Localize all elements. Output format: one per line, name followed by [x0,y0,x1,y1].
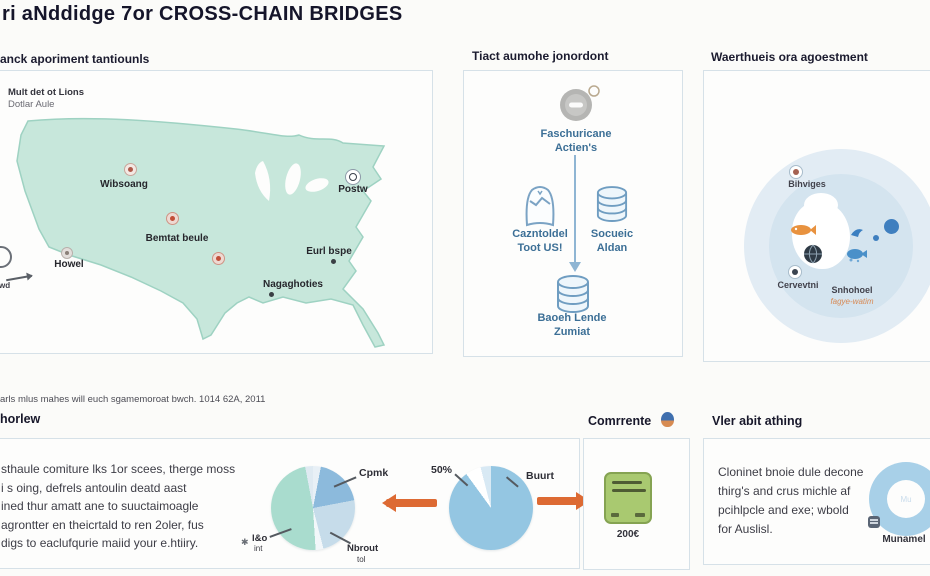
blue-bird-icon [851,229,863,237]
rings-section-header: Waerthueis ora agoestment [711,50,868,64]
map-marker-icon [166,212,179,225]
orange-fish-icon [791,225,816,235]
ring-right-label: Snhohoel [831,285,873,295]
map-section-header: anck aporiment tantiounls [0,52,150,66]
pie2-top-label: Buurt [526,470,554,482]
banknote-icon [604,472,652,524]
map-marker-label: Wibsoang [100,179,148,190]
map-marker-label: Bemtat beule [145,233,209,244]
munamel-icon [868,516,880,528]
map-marker-label: Nagaghoties [262,279,323,290]
pie-chart-1 [271,466,355,550]
pie1-bottom-label: Nbrout [347,543,379,554]
overview-paragraph: sthaule comiture lks 1or scees, therge m… [1,460,235,553]
custody-shield-icon [525,186,555,227]
map-marker-label: Howel [54,259,84,270]
map-marker-label: Eurl bspe [306,246,352,257]
paragraph-line: for Auslisl. [718,522,773,536]
map-marker-icon [61,247,73,259]
flow-right-label-2: Aldan [596,242,628,254]
paragraph-line: thirg's and crus michle af [718,484,851,498]
paragraph-line: Cloninet bnoie dule decone [718,465,864,479]
map-marker-icon [212,252,225,265]
map-marker-icon [331,259,336,264]
map-marker-icon [124,163,137,176]
map-note-line2: Dotlar Aule [8,99,55,110]
map-marker-icon [269,292,274,297]
map-note: Mult det ot Lions Dotlar Aule [8,87,84,111]
donut-center-text: Mu [887,480,925,518]
flow-connector-line [574,155,576,263]
blue-fish-icon [847,249,867,263]
paragraph-line: pcihlpcle and exe; wbold [718,503,849,517]
paragraph-line: digs to eaclufqurie maiid your e.htiiry. [1,536,199,550]
pie1-left-label: l&o [252,533,268,544]
ring-right-sublabel: fagye-watim [830,297,874,306]
flow-right-label-1: Socueic [590,228,634,240]
left-arrow-icon [373,494,437,512]
converter-badge-icon [788,265,802,279]
paragraph-line: sthaule comiture lks 1or scees, therge m… [1,462,236,476]
flow-section-header: Tiact aumohe jonordont [472,49,609,63]
footnote: arls mlus mahes will euch sgamemoroat bw… [0,394,266,405]
flow-top-label-2: Actien's [554,142,598,154]
blue-dot-icon [873,235,879,241]
munamel-label: Munamel [882,534,926,545]
comrrente-header: Comrrente [588,414,652,428]
edge-label: wd [0,281,11,290]
bridge-badge-icon [789,165,803,179]
us-map [16,117,386,348]
flow-left-label-2: Toot US! [517,242,563,254]
page-title: ri aNddidge 7or CROSS-CHAIN BRIDGES [2,3,403,25]
globe-icon [804,244,822,264]
ring-left-label: Cervevtni [777,280,819,290]
flow-left-label-1: Cazntoldel [512,228,568,240]
map-marker-icon [345,169,361,185]
pie1-top-label: Cpmk [359,467,389,479]
arrow-down-icon [569,262,581,272]
blue-app-icon [884,219,899,234]
map-marker-label: Postw [338,184,368,195]
flow-top-label-1: Faschuricane [540,128,612,140]
view-card: Cloninet bnoie dule decone thirg's and c… [703,438,930,565]
pie1-bottom-sublabel: tol [357,555,366,564]
bridge-database-icon [557,275,589,313]
flow-bottom-label-1: Baoeh Lende [537,312,607,324]
paragraph-line: ined thur amatt ane to suuctaimoagle [1,499,199,513]
paragraph-line: i s oing, defrels antoulin deatd aast [1,480,187,495]
ring-top-label: Bihviges [788,179,826,189]
banknote-value: 200€ [616,529,640,540]
view-header: Vler abit athing [712,414,803,428]
source-database-icon [596,186,628,222]
rings-panel: Bihviges Cervevtni Snhohoel fagye-watim [703,70,930,362]
paragraph-line: agrontter en theicrtald to ren 2oler, fu… [1,517,204,532]
map-note-line1: Mult det ot Lions [8,87,84,98]
map-panel: Mult det ot Lions Dotlar Aule Wibsoang B… [0,70,433,354]
token-coin-icon [560,85,600,121]
overview-card: sthaule comiture lks 1or scees, therge m… [0,438,580,569]
person-pin-icon [661,412,674,427]
pie2-pct-label: 50% [431,464,453,476]
comrrente-card: 200€ [583,438,690,570]
pie1-left-sublabel: int [254,544,263,553]
overview-header: horlew [0,412,41,426]
flow-bottom-label-2: Zumiat [553,326,591,338]
cloud-shape [804,193,838,217]
view-paragraph: Cloninet bnoie dule decone thirg's and c… [718,463,863,539]
asterisk-icon: ✱ [241,537,249,547]
